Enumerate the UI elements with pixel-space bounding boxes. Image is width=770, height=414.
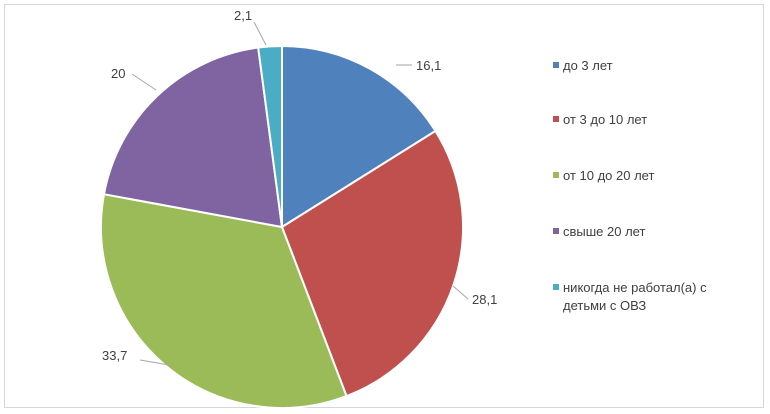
legend-label-2: от 3 до 10 лет xyxy=(563,112,647,127)
legend-swatch-3 xyxy=(553,172,559,178)
legend-label-1: до 3 лет xyxy=(563,58,613,73)
data-label-2: 28,1 xyxy=(472,292,497,307)
legend-swatch-5 xyxy=(553,284,559,290)
leader-lines xyxy=(131,21,469,366)
legend-label-4: свыше 20 лет xyxy=(563,224,645,239)
pie-slice-1 xyxy=(281,44,437,229)
data-label-4: 20 xyxy=(111,66,125,81)
legend-label-5-line-1: никогда не работал(а) с xyxy=(563,280,707,295)
legend-swatch-4 xyxy=(553,228,559,234)
data-label-1: 16,1 xyxy=(416,58,441,73)
leader-line-2 xyxy=(452,285,469,300)
pie-slice-4 xyxy=(102,46,284,229)
legend-swatch-2 xyxy=(553,116,559,122)
legend-label-3: от 10 до 20 лет xyxy=(563,168,654,183)
legend: до 3 лет от 3 до 10 лет от 10 до 20 лет свы… xyxy=(553,58,707,313)
pie-slice-2 xyxy=(280,129,464,398)
leader-line-4 xyxy=(131,73,157,91)
leader-line-5 xyxy=(253,21,267,46)
data-labels: 16,1 28,1 33,7 20 2,1 xyxy=(102,8,497,363)
data-label-5: 2,1 xyxy=(234,8,252,23)
leader-line-3 xyxy=(139,359,170,366)
legend-swatch-1 xyxy=(553,62,559,68)
legend-label-5-line-2: детьми с ОВЗ xyxy=(563,298,646,313)
pie-slice-3 xyxy=(100,193,348,409)
pie-slices xyxy=(100,44,464,409)
pie-slice-5 xyxy=(257,44,283,228)
data-label-3: 33,7 xyxy=(102,348,127,363)
